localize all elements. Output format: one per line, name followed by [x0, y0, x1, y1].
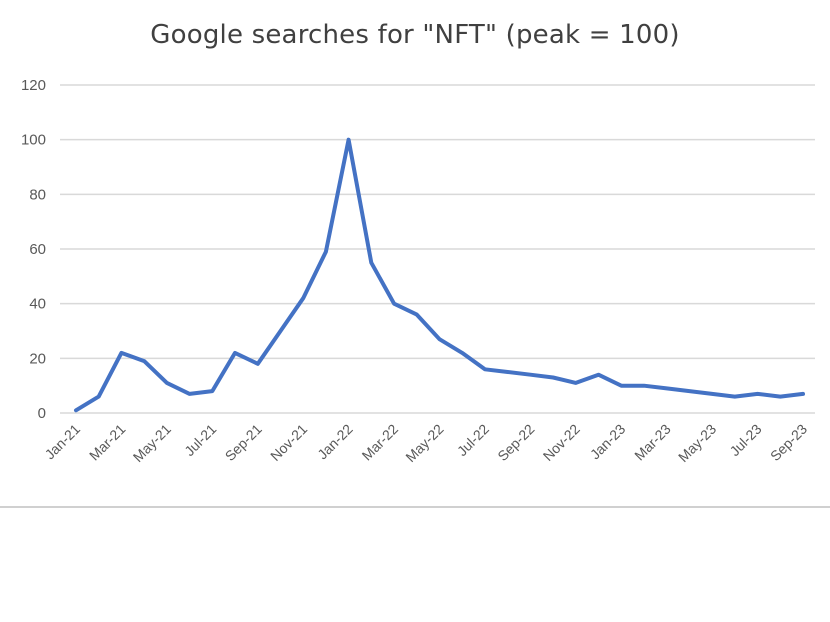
x-tick-label: Jan-21 [42, 421, 84, 463]
y-tick-label: 80 [29, 186, 46, 203]
x-tick-label: May-23 [675, 421, 719, 465]
y-tick-label: 100 [21, 132, 46, 149]
y-tick-label: 20 [29, 350, 46, 367]
y-tick-label: 40 [29, 296, 46, 313]
x-tick-label: Jul-21 [181, 421, 219, 459]
y-axis-tick-labels: 0 20 40 60 80 100 120 [21, 77, 46, 422]
x-tick-label: Sep-21 [222, 421, 265, 464]
x-tick-label: Mar-23 [631, 421, 674, 464]
series-lines [74, 137, 805, 413]
x-tick-label: Mar-21 [86, 421, 129, 464]
y-tick-label: 120 [21, 77, 46, 94]
divider-line [0, 506, 830, 508]
x-tick-label: Jul-23 [726, 421, 764, 459]
x-tick-label: Jan-23 [587, 421, 629, 463]
chart-title: Google searches for "NFT" (peak = 100) [150, 20, 680, 50]
y-tick-label: 60 [29, 241, 46, 258]
y-tick-label: 0 [38, 405, 46, 422]
x-axis-tick-labels: Jan-21 Mar-21 May-21 Jul-21 Sep-21 Nov-21 Jan-… [42, 421, 811, 465]
x-tick-label: May-22 [402, 421, 446, 465]
x-tick-label: Jul-22 [454, 421, 492, 459]
series-line [74, 137, 805, 413]
x-tick-label: Sep-23 [767, 421, 810, 464]
line-chart: 0 20 40 60 80 100 120 Jan-21 Mar-21 May-21 Jul-21… [21, 77, 815, 465]
x-tick-label: Nov-21 [267, 421, 310, 464]
x-tick-label: Mar-22 [359, 421, 402, 464]
x-tick-label: Jan-22 [314, 421, 356, 463]
x-tick-label: May-21 [130, 421, 174, 465]
x-tick-label: Nov-22 [540, 421, 583, 464]
gridlines [60, 84, 815, 414]
x-tick-label: Sep-22 [494, 421, 537, 464]
